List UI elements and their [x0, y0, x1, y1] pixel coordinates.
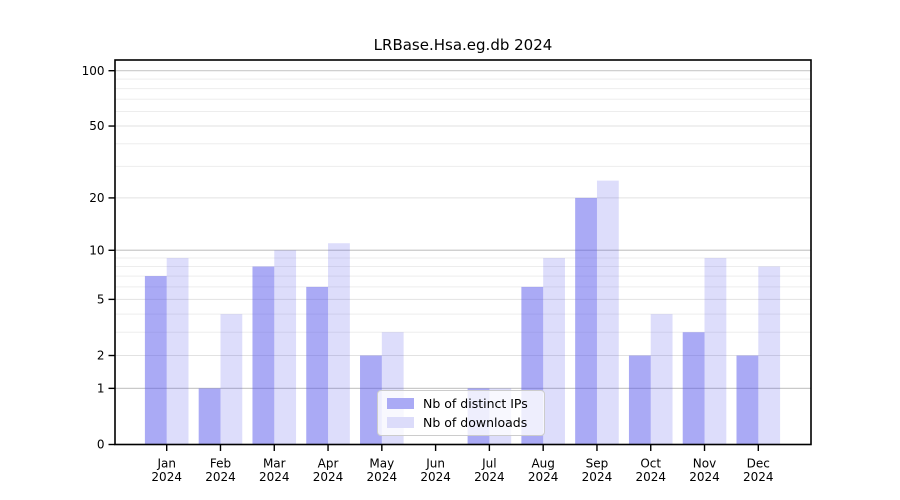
bar-feb-downloads: [220, 314, 243, 445]
legend: Nb of distinct IPs Nb of downloads: [377, 390, 545, 436]
x-tick-label-year-nov: 2024: [689, 470, 720, 484]
chart-title: LRBase.Hsa.eg.db 2024: [373, 36, 553, 54]
bar-dec-distinct-ips: [736, 355, 759, 445]
y-tick-label-0: 0: [97, 438, 105, 452]
bar-sep-downloads: [596, 180, 619, 445]
bar-jan-downloads: [166, 258, 189, 445]
x-tick-label-year-jul: 2024: [474, 470, 505, 484]
y-tick-label-20: 20: [89, 191, 104, 205]
legend-label-downloads: Nb of downloads: [423, 415, 528, 430]
x-tick-label-month-jun: Jun: [425, 457, 445, 471]
x-tick-label-year-feb: 2024: [205, 470, 236, 484]
legend-item-distinct-ips: Nb of distinct IPs: [387, 396, 535, 411]
bar-nov-distinct-ips: [682, 332, 705, 445]
x-tick-label-year-jun: 2024: [420, 470, 451, 484]
y-tick-label-2: 2: [97, 349, 105, 363]
bar-nov-downloads: [704, 258, 727, 445]
y-tick-label-1: 1: [97, 382, 105, 396]
legend-item-downloads: Nb of downloads: [387, 415, 535, 430]
x-tick-label-month-jan: Jan: [156, 457, 176, 471]
bar-mar-distinct-ips: [252, 266, 275, 445]
x-tick-label-year-jan: 2024: [151, 470, 182, 484]
bar-jan-distinct-ips: [144, 276, 167, 445]
x-tick-label-month-oct: Oct: [640, 457, 661, 471]
plot-frame: [114, 59, 812, 446]
x-tick-label-month-feb: Feb: [210, 457, 231, 471]
legend-label-distinct-ips: Nb of distinct IPs: [423, 396, 528, 411]
x-tick-label-month-apr: Apr: [318, 457, 339, 471]
x-tick-label-year-apr: 2024: [313, 470, 344, 484]
bar-feb-distinct-ips: [198, 388, 221, 445]
x-tick-label-month-nov: Nov: [693, 457, 716, 471]
bar-apr-downloads: [328, 243, 350, 445]
bar-apr-distinct-ips: [306, 286, 329, 445]
bar-mar-downloads: [274, 250, 297, 445]
x-tick-label-year-dec: 2024: [743, 470, 774, 484]
x-tick-label-month-dec: Dec: [747, 457, 770, 471]
legend-swatch-distinct-ips-icon: [387, 398, 414, 409]
bar-dec-downloads: [758, 266, 781, 445]
x-tick-label-year-may: 2024: [367, 470, 398, 484]
x-tick-label-month-sep: Sep: [586, 457, 609, 471]
x-tick-label-year-aug: 2024: [528, 470, 559, 484]
bar-may-distinct-ips: [360, 355, 382, 445]
x-tick-label-month-mar: Mar: [263, 457, 286, 471]
y-tick-label-100: 100: [82, 64, 105, 78]
bar-oct-distinct-ips: [628, 355, 651, 445]
x-tick-label-month-jul: Jul: [481, 457, 496, 471]
bar-oct-downloads: [650, 314, 673, 445]
x-tick-label-year-mar: 2024: [259, 470, 290, 484]
x-tick-label-month-may: May: [369, 457, 394, 471]
y-tick-label-50: 50: [89, 119, 104, 133]
y-tick-label-10: 10: [89, 243, 104, 257]
x-tick-label-year-oct: 2024: [635, 470, 666, 484]
legend-swatch-downloads-icon: [387, 417, 414, 428]
x-tick-label-month-aug: Aug: [531, 457, 554, 471]
bar-aug-downloads: [543, 258, 565, 445]
bar-sep-distinct-ips: [575, 197, 597, 445]
y-tick-label-5: 5: [97, 293, 105, 307]
x-tick-label-year-sep: 2024: [582, 470, 613, 484]
